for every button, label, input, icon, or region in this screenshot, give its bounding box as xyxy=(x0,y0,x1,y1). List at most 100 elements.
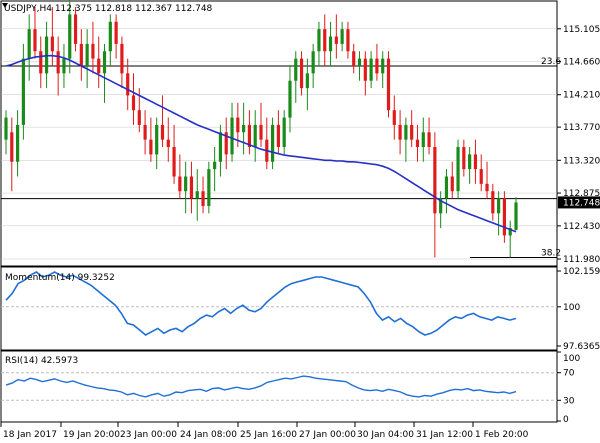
rsi-tick-label: 70 xyxy=(563,369,575,379)
bearish-candle xyxy=(398,124,402,140)
bullish-candle xyxy=(328,36,333,52)
fib-label-23-6: 23.6 xyxy=(541,57,561,67)
price-tag: 112.748 xyxy=(558,196,600,209)
bearish-candle xyxy=(450,176,454,192)
bullish-candle xyxy=(85,43,89,66)
bearish-candle xyxy=(375,58,379,74)
bearish-candle xyxy=(415,139,420,148)
price-panel-header: USDJPY,H4 112.375 112.818 112.367 112.74… xyxy=(4,4,213,14)
price-tick-label: 112.430 xyxy=(563,222,600,232)
bearish-candle xyxy=(178,176,182,192)
bullish-candle xyxy=(294,58,298,81)
bearish-candle xyxy=(427,132,431,148)
rsi-axis-ticks: 100 70 30 0 xyxy=(557,351,580,425)
bearish-candle xyxy=(137,110,141,125)
bearish-candle xyxy=(143,124,147,140)
momentum-axis-ticks: 102.1597 100 97.6365 xyxy=(557,267,600,352)
price-tick-label: 111.980 xyxy=(563,255,600,265)
momentum-panel[interactable]: 102.1597 100 97.6365 Momentum(14) 99.3252 xyxy=(0,266,600,352)
bullish-candle xyxy=(207,169,211,206)
bearish-candle xyxy=(247,124,252,148)
rsi-tick-label: 100 xyxy=(563,354,580,364)
bearish-candle xyxy=(479,169,483,184)
bullish-candle xyxy=(195,191,199,199)
moving-average-fast-line xyxy=(5,54,517,233)
bearish-candle xyxy=(323,29,327,52)
bullish-candle xyxy=(404,124,408,140)
bullish-candle xyxy=(456,147,460,192)
price-tick-label: 114.660 xyxy=(563,58,600,68)
bearish-candle xyxy=(114,21,118,44)
bearish-candle xyxy=(10,132,14,162)
price-tick-label: 113.320 xyxy=(563,156,600,166)
collapse-triangle-icon[interactable] xyxy=(2,3,8,8)
bearish-candle xyxy=(276,124,280,148)
bullish-candle xyxy=(270,124,275,162)
bullish-candle xyxy=(68,14,72,59)
bullish-candle xyxy=(62,58,66,74)
time-tick-label: 31 Jan 12:00 xyxy=(416,430,473,440)
time-tick-label: 1 Feb 20:00 xyxy=(475,430,529,440)
bearish-candle xyxy=(131,95,136,111)
bullish-candle xyxy=(102,51,107,74)
bullish-candle xyxy=(317,29,321,52)
bearish-candle xyxy=(334,36,338,44)
bearish-candle xyxy=(473,154,478,170)
bullish-candle xyxy=(514,202,518,230)
bearish-candle xyxy=(56,51,60,74)
price-panel[interactable]: 115.550 115.105 114.660 114.210 113.770 113.3… xyxy=(0,0,600,267)
rsi-line xyxy=(5,375,517,398)
price-tick-label: 112.875 xyxy=(563,189,600,199)
time-tick-label: 19 Jan 20:00 xyxy=(63,430,120,440)
bearish-candle xyxy=(352,51,356,66)
bullish-candle xyxy=(282,117,286,148)
bullish-candle xyxy=(357,58,362,66)
bearish-candle xyxy=(91,43,95,59)
bearish-candle xyxy=(502,198,507,236)
rsi-panel-header: RSI(14) 42.5973 xyxy=(5,356,78,366)
bullish-candle xyxy=(15,124,20,162)
time-tick-label: 25 Jan 16:00 xyxy=(240,430,297,440)
bearish-candle xyxy=(236,117,240,133)
time-tick-label: 24 Jan 08:00 xyxy=(180,430,237,440)
price-axis-ticks: 115.550 115.105 114.660 114.210 113.770 113.3… xyxy=(557,0,600,265)
price-tick-label: 114.210 xyxy=(563,91,600,101)
bullish-candle xyxy=(508,228,512,236)
bearish-candle xyxy=(299,58,304,89)
bullish-candle xyxy=(21,58,25,125)
bullish-candle xyxy=(421,132,425,148)
bearish-candle xyxy=(97,58,101,74)
rsi-tick-label: 0 xyxy=(563,415,569,425)
bearish-candle xyxy=(259,124,263,140)
bullish-candle xyxy=(213,161,217,170)
bearish-candle xyxy=(120,43,124,74)
bullish-candle xyxy=(468,154,472,170)
bullish-candle xyxy=(439,198,443,214)
bearish-candle xyxy=(363,58,367,81)
rsi-tick-label: 30 xyxy=(563,396,575,406)
fib-label-38-2: 38.2 xyxy=(541,249,561,259)
bullish-candle xyxy=(311,51,315,74)
bullish-candle xyxy=(369,58,373,81)
momentum-tick-label: 102.1597 xyxy=(563,267,600,277)
bearish-candle xyxy=(172,147,176,177)
bullish-candle xyxy=(253,124,257,148)
bearish-candle xyxy=(189,176,194,199)
bearish-candle xyxy=(224,132,228,155)
momentum-line xyxy=(5,271,517,336)
bearish-candle xyxy=(485,183,489,192)
bullish-candle xyxy=(27,29,31,59)
bullish-candle xyxy=(184,176,188,192)
bullish-candle xyxy=(155,124,159,155)
bearish-candle xyxy=(386,58,391,111)
bullish-candle xyxy=(4,117,8,140)
bearish-candle xyxy=(50,36,54,52)
bearish-candle xyxy=(160,124,165,140)
bullish-candle xyxy=(340,29,344,44)
bullish-candle xyxy=(108,21,112,52)
bearish-candle xyxy=(201,191,205,206)
bearish-candle xyxy=(126,73,130,96)
momentum-tick-label: 97.6365 xyxy=(563,342,600,352)
bullish-candle xyxy=(381,58,385,74)
